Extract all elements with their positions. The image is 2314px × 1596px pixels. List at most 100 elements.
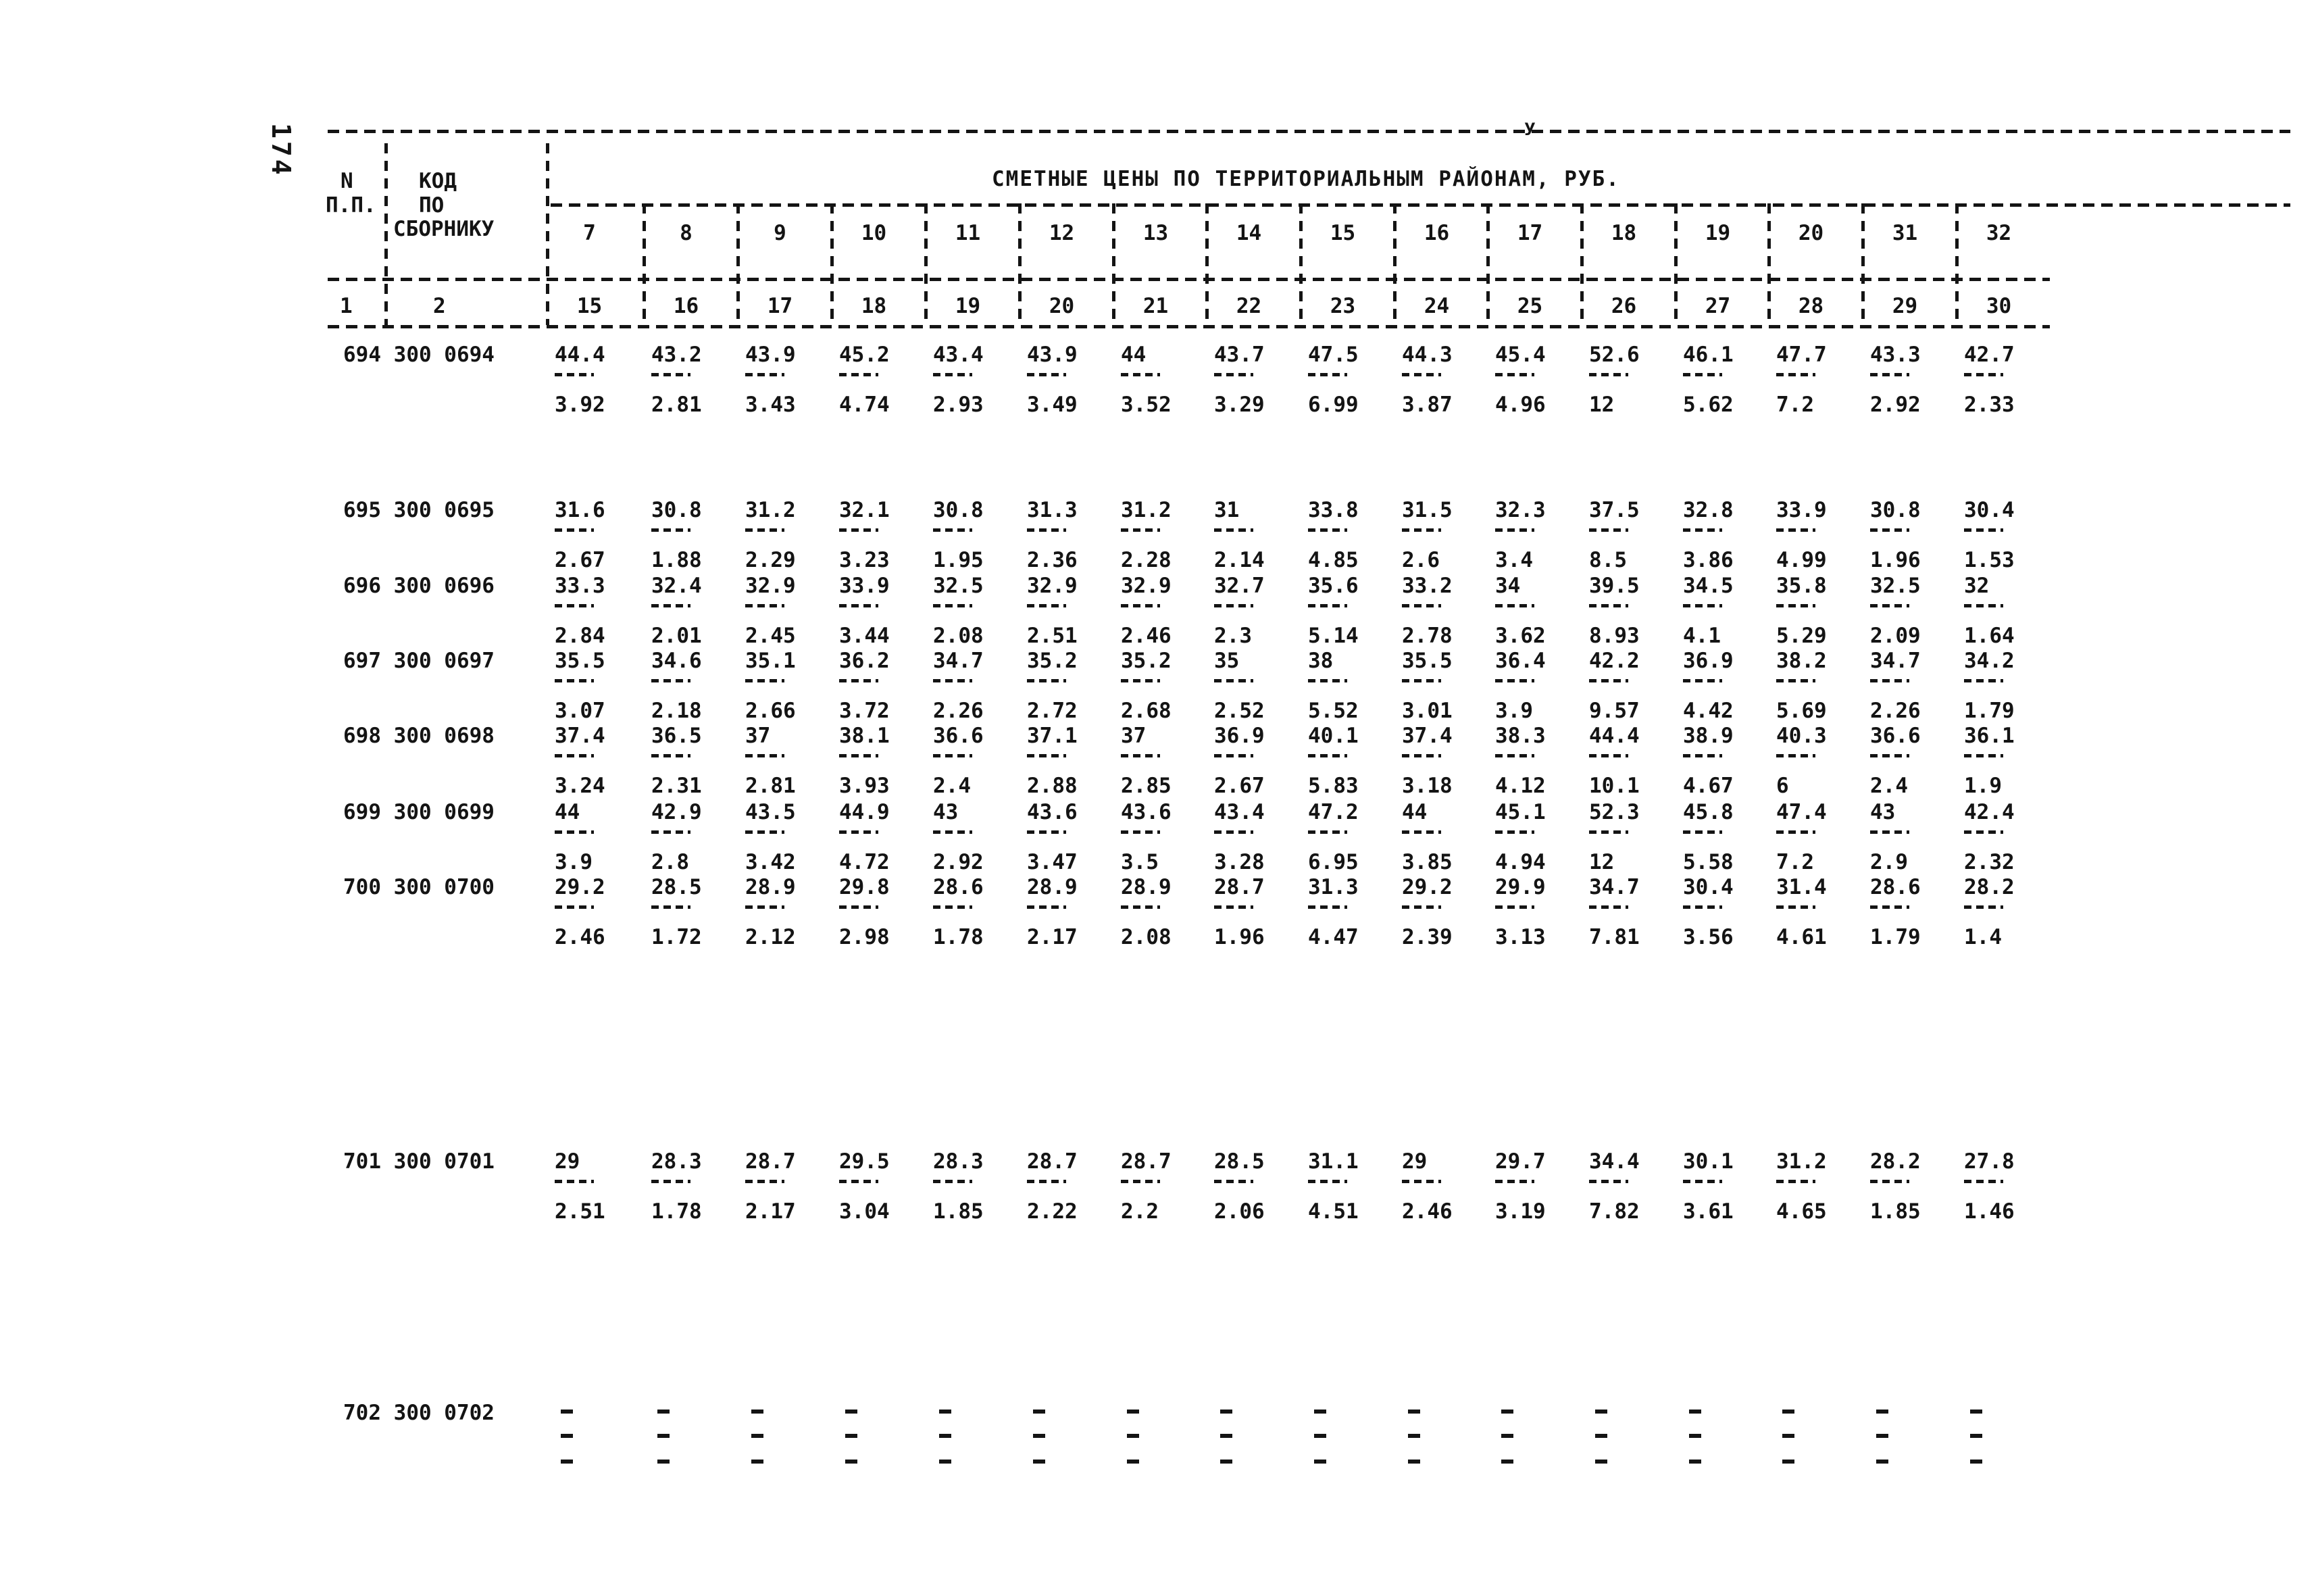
row-code: 701 300 0701 xyxy=(343,1149,495,1174)
cell-denominator: 3.85 xyxy=(1402,850,1453,874)
cell-numerator: 31.5 xyxy=(1402,498,1453,522)
fraction-line xyxy=(1964,1180,2003,1183)
cell-denominator: 6.95 xyxy=(1308,850,1359,874)
cell-denominator: 2.46 xyxy=(555,925,605,949)
fraction-line xyxy=(1870,679,1909,682)
cell-denominator: 3.92 xyxy=(555,393,605,417)
cell-denominator: 9.57 xyxy=(1589,699,1640,723)
cell-denominator: 3.43 xyxy=(745,393,796,417)
fraction-line xyxy=(1308,754,1347,757)
cell-denominator: 1.88 xyxy=(651,548,702,572)
fraction-line xyxy=(839,528,878,532)
district-subcol-20: 20 xyxy=(1049,294,1075,318)
cell-denominator: 4.12 xyxy=(1495,774,1546,798)
fraction-line xyxy=(1870,373,1909,376)
cell-numerator: 32.5 xyxy=(933,574,984,598)
cell-denominator: 4.67 xyxy=(1683,774,1734,798)
cell-denominator: 5.62 xyxy=(1683,393,1734,417)
empty-cell-dash xyxy=(939,1434,951,1438)
fraction-line xyxy=(555,830,594,834)
empty-cell-dash xyxy=(561,1460,573,1464)
fraction-line xyxy=(933,679,972,682)
district-column-divider xyxy=(924,203,928,325)
fraction-line xyxy=(1402,1180,1441,1183)
fraction-line xyxy=(745,604,784,607)
district-col-13: 13 xyxy=(1142,221,1169,245)
cell-numerator: 28.7 xyxy=(1214,875,1265,899)
cell-denominator: 2.51 xyxy=(555,1199,605,1224)
district-subcol-24: 24 xyxy=(1424,294,1450,318)
empty-cell-dash xyxy=(1689,1434,1701,1438)
cell-numerator: 28.3 xyxy=(933,1149,984,1174)
cell-denominator: 2.93 xyxy=(933,393,984,417)
empty-cell-dash xyxy=(1314,1460,1326,1464)
row-code: 697 300 0697 xyxy=(343,649,495,673)
fraction-line xyxy=(745,1180,784,1183)
fraction-line xyxy=(1589,830,1628,834)
cell-numerator: 36.6 xyxy=(933,724,984,748)
cell-numerator: 43.2 xyxy=(651,343,702,367)
fraction-line xyxy=(1589,604,1628,607)
district-col-18: 18 xyxy=(1611,221,1637,245)
fraction-line xyxy=(1683,604,1722,607)
fraction-line xyxy=(555,754,594,757)
cell-denominator: 2.06 xyxy=(1214,1199,1265,1224)
cell-numerator: 32.3 xyxy=(1495,498,1546,522)
cell-denominator: 4.42 xyxy=(1683,699,1734,723)
cell-denominator: 2.08 xyxy=(1121,925,1172,949)
cell-numerator: 32.9 xyxy=(1027,574,1078,598)
cell-denominator: 8.93 xyxy=(1589,624,1640,648)
cell-denominator: 4.61 xyxy=(1776,925,1827,949)
fraction-line xyxy=(1589,1180,1628,1183)
cell-numerator: 28.7 xyxy=(745,1149,796,1174)
cell-numerator: 29 xyxy=(1402,1149,1428,1174)
cell-denominator: 4.94 xyxy=(1495,850,1546,874)
fraction-line xyxy=(1214,830,1253,834)
fraction-line xyxy=(745,373,784,376)
empty-cell-dash xyxy=(1876,1410,1888,1414)
empty-cell-dash xyxy=(657,1410,670,1414)
row-code: 699 300 0699 xyxy=(343,800,495,824)
cell-denominator: 4.85 xyxy=(1308,548,1359,572)
empty-cell-dash xyxy=(1782,1434,1794,1438)
cell-numerator: 36.9 xyxy=(1214,724,1265,748)
cell-numerator: 37.1 xyxy=(1027,724,1078,748)
cell-denominator: 12 xyxy=(1589,393,1615,417)
cell-denominator: 2.81 xyxy=(745,774,796,798)
cell-numerator: 40.1 xyxy=(1308,724,1359,748)
cell-denominator: 2.81 xyxy=(651,393,702,417)
cell-denominator: 3.86 xyxy=(1683,548,1734,572)
district-subcol-17: 17 xyxy=(767,294,793,318)
district-column-divider xyxy=(1674,203,1678,325)
cell-numerator: 28.3 xyxy=(651,1149,702,1174)
fraction-line xyxy=(651,754,690,757)
fraction-line xyxy=(1589,679,1628,682)
cell-numerator: 28.6 xyxy=(1870,875,1921,899)
empty-cell-dash xyxy=(1501,1460,1513,1464)
fraction-line xyxy=(1495,905,1534,909)
cell-denominator: 2.22 xyxy=(1027,1199,1078,1224)
fraction-line xyxy=(1870,1180,1909,1183)
cell-denominator: 3.72 xyxy=(839,699,890,723)
cell-numerator: 44.9 xyxy=(839,800,890,824)
cell-numerator: 36.6 xyxy=(1870,724,1921,748)
fraction-line xyxy=(1776,754,1815,757)
cell-numerator: 29.2 xyxy=(1402,875,1453,899)
district-subcol-16: 16 xyxy=(673,294,699,318)
cell-denominator: 2.31 xyxy=(651,774,702,798)
fraction-line xyxy=(1776,830,1815,834)
district-col-9: 9 xyxy=(774,221,786,245)
empty-cell-dash xyxy=(1033,1460,1045,1464)
empty-cell-dash xyxy=(1314,1434,1326,1438)
fraction-line xyxy=(651,528,690,532)
fraction-line xyxy=(1308,528,1347,532)
cell-denominator: 3.07 xyxy=(555,699,605,723)
cell-numerator: 45.2 xyxy=(839,343,890,367)
district-column-divider xyxy=(1580,203,1584,325)
fraction-line xyxy=(1495,1180,1534,1183)
empty-cell-dash xyxy=(1127,1460,1139,1464)
district-col-16: 16 xyxy=(1424,221,1450,245)
cell-numerator: 52.3 xyxy=(1589,800,1640,824)
fraction-line xyxy=(839,604,878,607)
cell-denominator: 3.52 xyxy=(1121,393,1172,417)
